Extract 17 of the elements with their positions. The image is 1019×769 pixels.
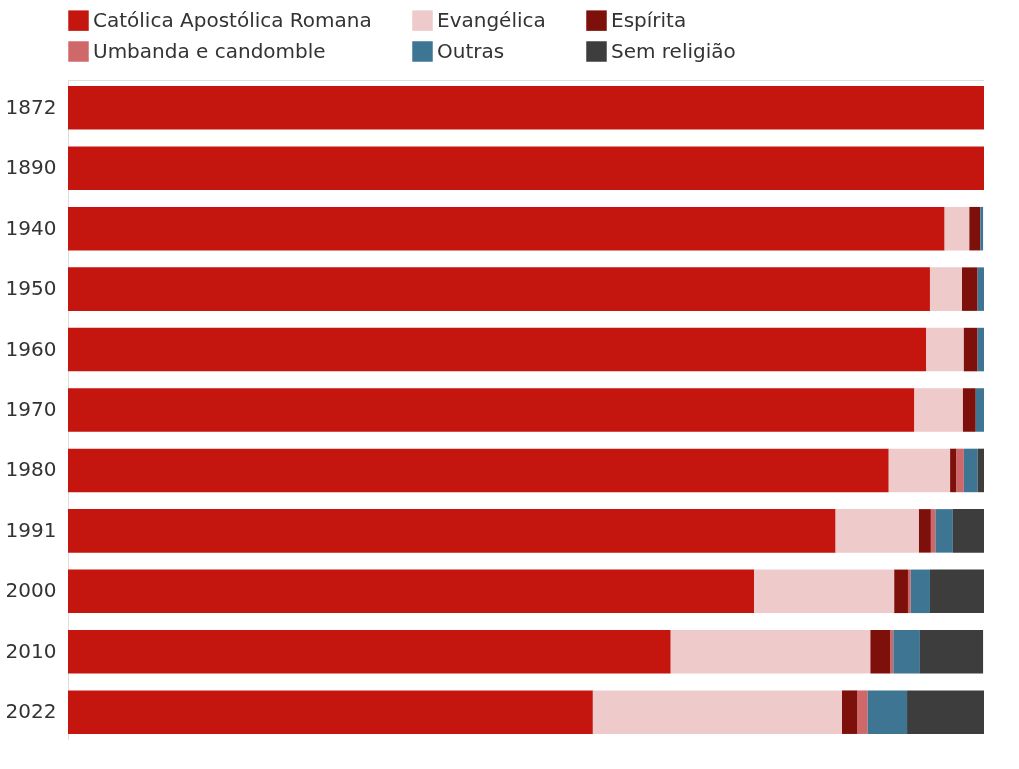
legend-label: Católica Apostólica Romana [93,7,372,32]
y-tick-label: 1991 [5,517,57,542]
legend-label: Evangélica [437,7,546,32]
y-tick-label: 2010 [5,638,57,663]
y-tick-label: 2022 [5,699,57,724]
y-tick-label: 1970 [5,397,57,421]
legend-label: Sem religião [611,38,736,63]
legend-label: Outras [437,38,505,63]
y-tick-label: 1980 [5,457,57,482]
legend-label: Espírita [611,7,687,32]
y-tick-label: 1890 [5,155,57,180]
y-tick-label: 2000 [5,578,57,603]
legend-label: Umbanda e candomble [93,38,326,63]
y-tick-label: 1872 [5,94,57,119]
y-tick-label: 1940 [5,215,57,240]
y-tick-label: 1960 [5,336,57,361]
y-tick-label: 1950 [5,276,57,301]
